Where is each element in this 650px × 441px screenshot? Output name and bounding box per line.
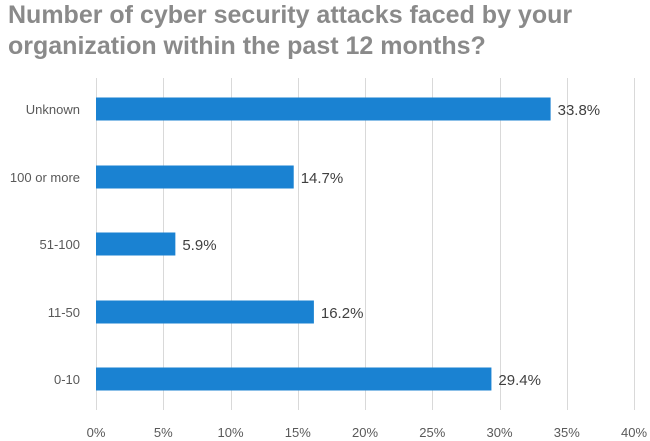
bar-3 <box>96 300 314 324</box>
x-tick-label: 10% <box>217 425 243 440</box>
x-tick-label: 15% <box>285 425 311 440</box>
chart-title: Number of cyber security attacks faced b… <box>8 1 573 60</box>
x-tick-label: 25% <box>419 425 445 440</box>
gridlines <box>96 78 635 410</box>
data-label: 33.8% <box>558 102 601 119</box>
labels: 0% 5% 10% 15% 20% 25% 30% 35% 40% Unknown 33.8% 100… <box>10 102 648 440</box>
bar-1 <box>96 165 294 189</box>
data-label: 5.9% <box>182 237 216 254</box>
category-label: 0-10 <box>54 372 80 387</box>
data-label: 16.2% <box>321 305 364 322</box>
bar-4 <box>96 367 492 391</box>
category-label: 100 or more <box>10 170 80 185</box>
x-tick-label: 40% <box>621 425 647 440</box>
bar-0 <box>96 97 551 121</box>
x-tick-label: 0% <box>87 425 106 440</box>
x-tick-label: 5% <box>154 425 173 440</box>
category-label: 11-50 <box>48 305 80 320</box>
data-label: 14.7% <box>301 170 344 187</box>
x-tick-label: 35% <box>554 425 580 440</box>
category-label: 51-100 <box>40 237 80 252</box>
bar-2 <box>96 232 176 256</box>
x-tick-label: 30% <box>486 425 512 440</box>
category-label: Unknown <box>26 102 80 117</box>
bars <box>96 97 551 391</box>
x-tick-label: 20% <box>352 425 378 440</box>
data-label: 29.4% <box>498 372 541 389</box>
